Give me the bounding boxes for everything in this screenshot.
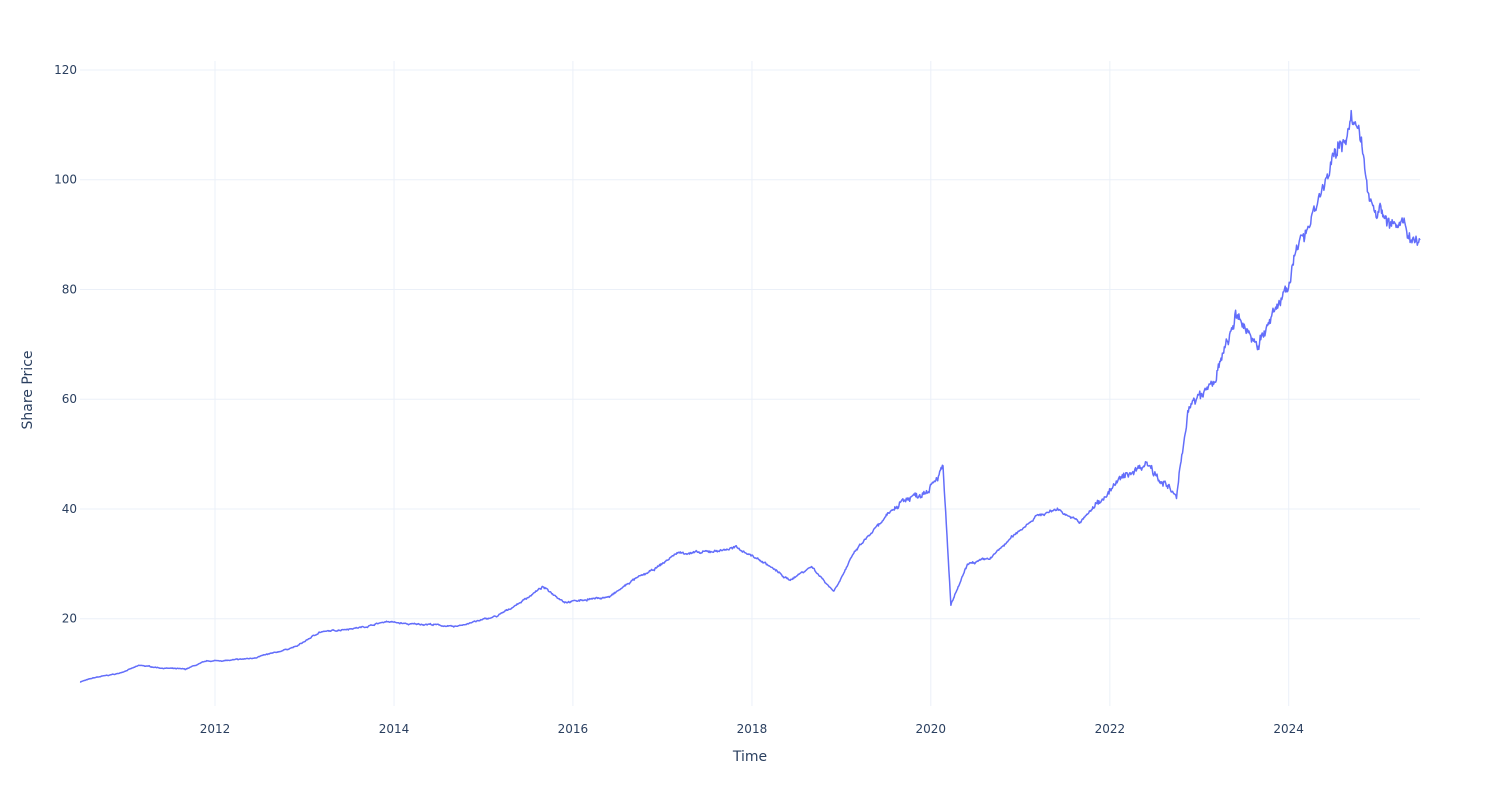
- y-tick-label: 40: [62, 502, 77, 516]
- y-tick-label: 20: [62, 612, 77, 626]
- x-tick-label: 2016: [558, 722, 589, 736]
- x-tick-label: 2024: [1273, 722, 1304, 736]
- price-series-line: [79, 109, 1421, 683]
- x-tick-label: 2020: [916, 722, 947, 736]
- y-tick-label: 120: [54, 63, 77, 77]
- y-axis-title: Share Price: [20, 350, 36, 429]
- x-axis-title: Time: [732, 749, 767, 765]
- y-tick-label: 60: [62, 392, 77, 406]
- y-tick-label: 80: [62, 282, 77, 296]
- x-tick-label: 2014: [379, 722, 410, 736]
- x-tick-label: 2012: [200, 722, 231, 736]
- plot-area: [79, 109, 1421, 683]
- x-tick-label: 2022: [1095, 722, 1126, 736]
- grid-lines: [80, 61, 1420, 706]
- y-tick-label: 100: [54, 173, 77, 187]
- x-tick-label: 2018: [737, 722, 768, 736]
- tick-labels: 20 40 60 80 100 120 2012 2014 2016 2018 2020 2022 20…: [54, 63, 1304, 736]
